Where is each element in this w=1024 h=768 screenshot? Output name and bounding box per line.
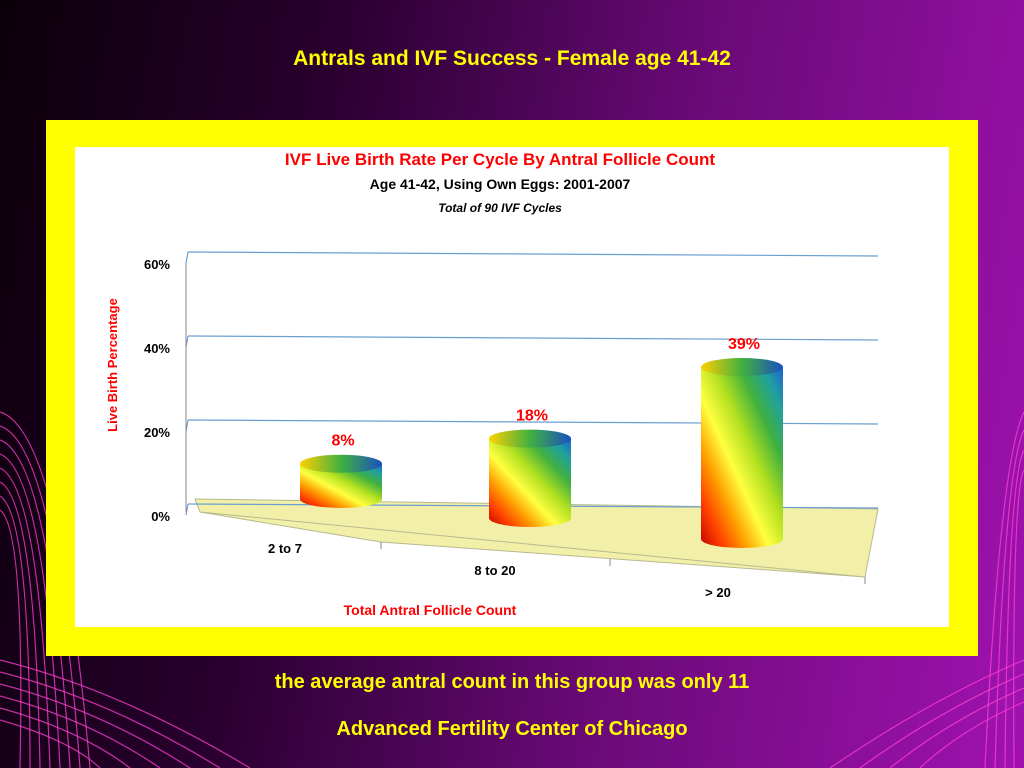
bar-top xyxy=(300,454,382,473)
slide-title: Antrals and IVF Success - Female age 41-… xyxy=(293,47,731,70)
chart-panel: IVF Live Birth Rate Per Cycle By Antral … xyxy=(75,147,949,627)
data-label: 39% xyxy=(728,336,760,353)
chart-title: IVF Live Birth Rate Per Cycle By Antral … xyxy=(285,150,715,169)
gridline xyxy=(187,251,879,257)
bar-top xyxy=(489,429,571,448)
y-tick-label: 0% xyxy=(151,509,170,524)
y-tick-label: 60% xyxy=(144,257,170,272)
chart: IVF Live Birth Rate Per Cycle By Antral … xyxy=(105,150,879,618)
gridline-side xyxy=(185,251,189,264)
x-axis-title: Total Antral Follicle Count xyxy=(344,602,517,618)
x-tick-label: 2 to 7 xyxy=(268,541,302,556)
source-caption: Advanced Fertility Center of Chicago xyxy=(336,718,688,740)
bar xyxy=(300,463,382,508)
y-tick-label: 20% xyxy=(144,425,170,440)
chart-subtitle: Age 41-42, Using Own Eggs: 2001-2007 xyxy=(370,176,631,192)
data-label: 18% xyxy=(516,408,548,425)
data-label: 8% xyxy=(331,433,354,450)
x-tick-label: 8 to 20 xyxy=(474,563,515,578)
gridline xyxy=(187,335,879,341)
x-tick-label: > 20 xyxy=(705,585,731,600)
gridline-side xyxy=(185,503,189,516)
bar xyxy=(489,438,571,527)
bar-top xyxy=(701,358,783,377)
note-caption: the average antral count in this group w… xyxy=(274,671,750,693)
bar xyxy=(701,367,783,548)
y-axis-title: Live Birth Percentage xyxy=(105,298,120,432)
y-tick-label: 40% xyxy=(144,341,170,356)
chart-subtitle-cycles: Total of 90 IVF Cycles xyxy=(438,201,562,215)
